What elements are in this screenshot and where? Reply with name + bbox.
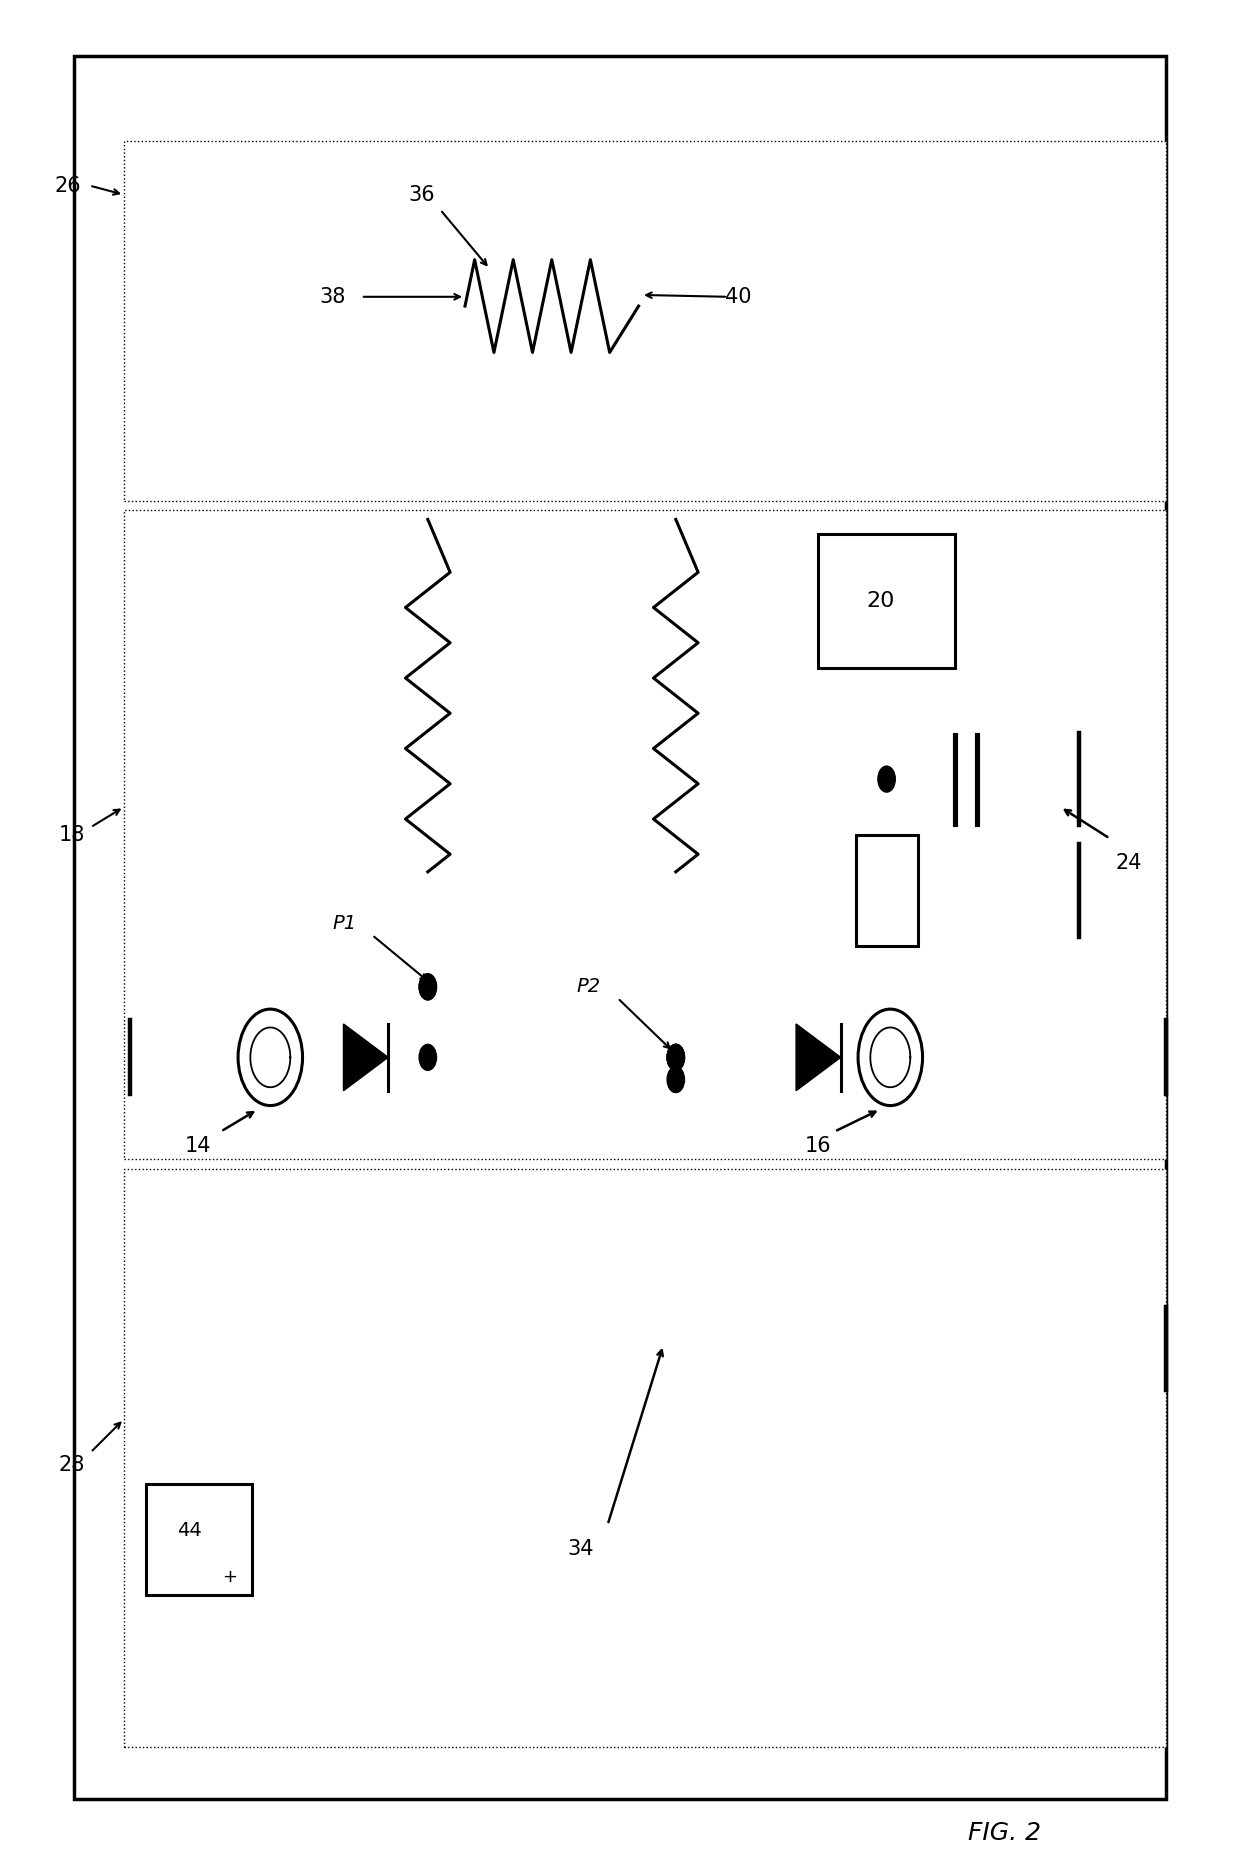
Circle shape xyxy=(419,974,436,1000)
Bar xyxy=(818,534,955,668)
Text: 24: 24 xyxy=(1115,853,1142,872)
Text: 34: 34 xyxy=(567,1540,594,1558)
Text: 38: 38 xyxy=(319,288,346,306)
Text: +: + xyxy=(222,1567,238,1586)
Bar xyxy=(856,835,918,946)
Text: 44: 44 xyxy=(177,1521,201,1540)
Bar xyxy=(74,56,1166,1799)
Text: 28: 28 xyxy=(58,1456,86,1475)
Text: 18: 18 xyxy=(58,825,86,844)
Text: 40: 40 xyxy=(724,288,751,306)
Circle shape xyxy=(419,1044,436,1070)
Text: 16: 16 xyxy=(805,1137,832,1156)
Text: 36: 36 xyxy=(408,186,435,204)
Text: 26: 26 xyxy=(55,176,82,195)
Bar xyxy=(124,510,1166,1159)
Text: P2: P2 xyxy=(577,978,601,996)
Bar xyxy=(124,1169,1166,1747)
Polygon shape xyxy=(796,1024,841,1091)
Text: P1: P1 xyxy=(332,915,357,933)
Circle shape xyxy=(878,766,895,792)
Bar xyxy=(124,141,1166,501)
Circle shape xyxy=(667,1044,684,1070)
Polygon shape xyxy=(343,1024,388,1091)
Circle shape xyxy=(667,1044,684,1070)
Text: 20: 20 xyxy=(867,592,894,610)
Circle shape xyxy=(419,974,436,1000)
Text: 14: 14 xyxy=(185,1137,212,1156)
Text: FIG. 2: FIG. 2 xyxy=(968,1822,1040,1844)
Circle shape xyxy=(667,1067,684,1093)
Circle shape xyxy=(667,1044,684,1070)
Bar xyxy=(146,1484,252,1595)
